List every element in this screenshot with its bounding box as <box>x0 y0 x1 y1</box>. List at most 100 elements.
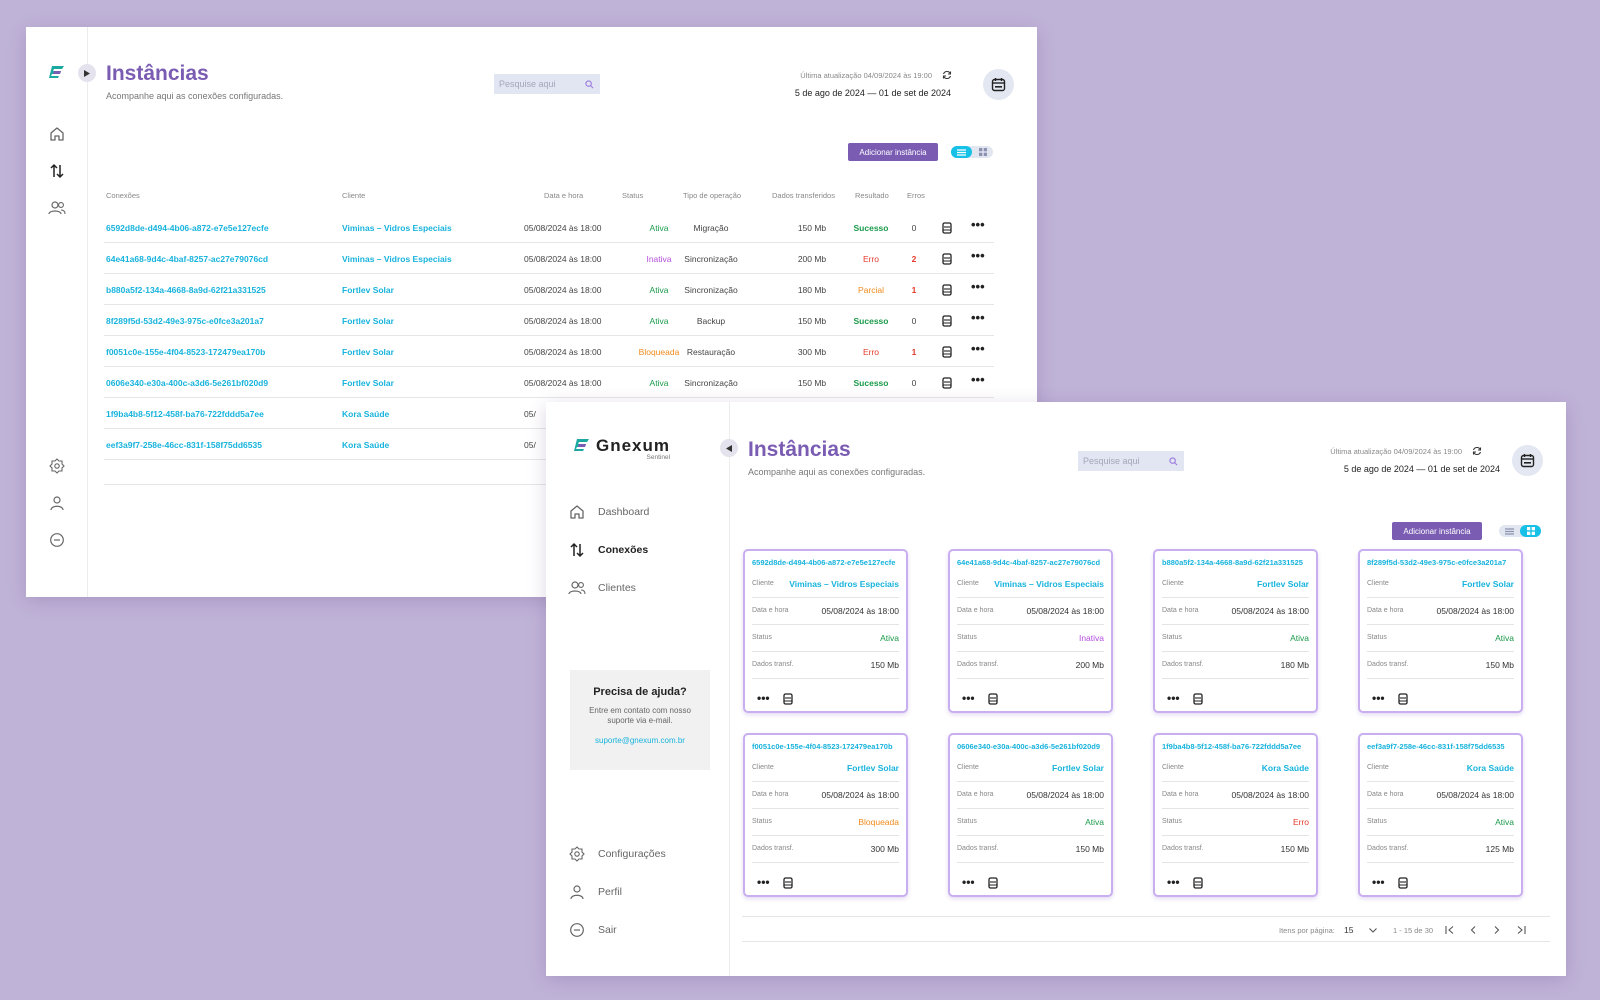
connection-id-link[interactable]: eef3a9f7-258e-46cc-831f-158f75dd6535 <box>1367 742 1505 751</box>
connection-id-link[interactable]: 1f9ba4b8-5f12-458f-ba76-722fddd5a7ee <box>106 409 264 419</box>
database-icon[interactable] <box>941 221 953 234</box>
card-client-value[interactable]: Fortlev Solar <box>1052 763 1104 773</box>
connection-id-link[interactable]: 8f289f5d-53d2-49e3-975c-e0fce3a201a7 <box>1367 558 1507 567</box>
refresh-icon[interactable] <box>942 70 952 80</box>
more-icon[interactable]: ••• <box>971 279 985 294</box>
client-link[interactable]: Viminas – Vidros Especiais <box>342 254 452 264</box>
instance-card[interactable]: 1f9ba4b8-5f12-458f-ba76-722fddd5a7ee Cli… <box>1153 733 1318 897</box>
database-icon[interactable] <box>987 692 999 705</box>
table-row[interactable]: 64e41a68-9d4c-4baf-8257-ac27e79076cd Vimi… <box>104 243 994 274</box>
client-link[interactable]: Viminas – Vidros Especiais <box>342 223 452 233</box>
connection-id-link[interactable]: 6592d8de-d494-4b06-a872-e7e5e127ecfe <box>106 223 269 233</box>
client-link[interactable]: Fortlev Solar <box>342 285 394 295</box>
connection-id-link[interactable]: 64e41a68-9d4c-4baf-8257-ac27e79076cd <box>106 254 269 264</box>
database-icon[interactable] <box>782 876 794 889</box>
client-link[interactable]: Fortlev Solar <box>342 347 394 357</box>
more-icon[interactable]: ••• <box>971 217 985 232</box>
database-icon[interactable] <box>1397 692 1409 705</box>
users-icon[interactable] <box>48 199 66 217</box>
instance-card[interactable]: 8f289f5d-53d2-49e3-975c-e0fce3a201a7 Cli… <box>1358 549 1523 713</box>
grid-view-toggle[interactable] <box>972 146 993 158</box>
search-icon[interactable] <box>585 79 594 89</box>
table-row[interactable]: 6592d8de-d494-4b06-a872-e7e5e127ecfe Vimi… <box>104 212 994 243</box>
previous-page-button[interactable] <box>1466 923 1480 937</box>
more-icon[interactable]: ••• <box>971 310 985 325</box>
connection-id-link[interactable]: eef3a9f7-258e-46cc-831f-158f75dd6535 <box>106 440 262 450</box>
more-icon[interactable]: ••• <box>757 691 770 705</box>
more-icon[interactable]: ••• <box>1167 691 1180 705</box>
instance-card[interactable]: eef3a9f7-258e-46cc-831f-158f75dd6535 Cli… <box>1358 733 1523 897</box>
nav-item-dashboard[interactable]: Dashboard <box>568 503 649 521</box>
logout-icon[interactable] <box>48 531 66 549</box>
table-row[interactable]: f0051c0e-155e-4f04-8523-172479ea170b Fort… <box>104 336 994 367</box>
connection-id-link[interactable]: 0606e340-e30a-400c-a3d6-5e261bf020d9 <box>106 378 269 388</box>
database-icon[interactable] <box>941 314 953 327</box>
client-link[interactable]: Fortlev Solar <box>342 316 394 326</box>
items-per-page-value[interactable]: 15 <box>1344 925 1354 935</box>
database-icon[interactable] <box>1192 876 1204 889</box>
transfer-icon[interactable] <box>48 162 66 180</box>
card-client-value[interactable]: Viminas – Vidros Especiais <box>789 579 899 589</box>
last-page-button[interactable] <box>1514 923 1528 937</box>
database-icon[interactable] <box>782 692 794 705</box>
database-icon[interactable] <box>941 376 953 389</box>
table-row[interactable]: 0606e340-e30a-400c-a3d6-5e261bf020d9 Fort… <box>104 367 994 398</box>
support-email-link[interactable]: suporte@gnexum.com.br <box>595 736 685 745</box>
card-client-value[interactable]: Fortlev Solar <box>847 763 899 773</box>
more-icon[interactable]: ••• <box>971 248 985 263</box>
more-icon[interactable]: ••• <box>757 875 770 889</box>
database-icon[interactable] <box>987 876 999 889</box>
connection-id-link[interactable]: b880a5f2-134a-4668-8a9d-62f21a331525 <box>106 285 266 295</box>
user-icon[interactable] <box>48 494 66 512</box>
instance-card[interactable]: 0606e340-e30a-400c-a3d6-5e261bf020d9 Cli… <box>948 733 1113 897</box>
instance-card[interactable]: b880a5f2-134a-4668-8a9d-62f21a331525 Cli… <box>1153 549 1318 713</box>
instance-card[interactable]: f0051c0e-155e-4f04-8523-172479ea170b Cli… <box>743 733 908 897</box>
database-icon[interactable] <box>1397 876 1409 889</box>
database-icon[interactable] <box>941 345 953 358</box>
database-icon[interactable] <box>1192 692 1204 705</box>
nav-item-clients[interactable]: Clientes <box>568 579 636 597</box>
more-icon[interactable]: ••• <box>1167 875 1180 889</box>
connection-id-link[interactable]: b880a5f2-134a-4668-8a9d-62f21a331525 <box>1162 558 1303 567</box>
search-input[interactable] <box>1083 456 1169 466</box>
nav-item-logout[interactable]: Sair <box>568 921 617 939</box>
connection-id-link[interactable]: 1f9ba4b8-5f12-458f-ba76-722fddd5a7ee <box>1162 742 1302 751</box>
instance-card[interactable]: 64e41a68-9d4c-4baf-8257-ac27e79076cd Cli… <box>948 549 1113 713</box>
connection-id-link[interactable]: 8f289f5d-53d2-49e3-975c-e0fce3a201a7 <box>106 316 264 326</box>
database-icon[interactable] <box>941 283 953 296</box>
card-client-value[interactable]: Fortlev Solar <box>1257 579 1309 589</box>
client-link[interactable]: Kora Saúde <box>342 440 390 450</box>
client-link[interactable]: Fortlev Solar <box>342 378 394 388</box>
connection-id-link[interactable]: f0051c0e-155e-4f04-8523-172479ea170b <box>106 347 266 357</box>
gear-icon[interactable] <box>48 457 66 475</box>
more-icon[interactable]: ••• <box>1372 875 1385 889</box>
more-icon[interactable]: ••• <box>971 341 985 356</box>
home-icon[interactable] <box>48 125 66 143</box>
connection-id-link[interactable]: 64e41a68-9d4c-4baf-8257-ac27e79076cd <box>957 558 1101 567</box>
calendar-button[interactable] <box>1512 445 1543 476</box>
add-instance-button[interactable]: Adicionar instância <box>1392 522 1482 540</box>
card-client-value[interactable]: Kora Saúde <box>1466 763 1514 773</box>
list-view-toggle[interactable] <box>951 146 972 158</box>
instance-card[interactable]: 6592d8de-d494-4b06-a872-e7e5e127ecfe Cli… <box>743 549 908 713</box>
items-per-page-dropdown[interactable] <box>1366 923 1380 937</box>
nav-item-profile[interactable]: Perfil <box>568 883 622 901</box>
client-link[interactable]: Kora Saúde <box>342 409 390 419</box>
more-icon[interactable]: ••• <box>962 875 975 889</box>
more-icon[interactable]: ••• <box>962 691 975 705</box>
first-page-button[interactable] <box>1442 923 1456 937</box>
next-page-button[interactable] <box>1490 923 1504 937</box>
connection-id-link[interactable]: 6592d8de-d494-4b06-a872-e7e5e127ecfe <box>752 558 896 567</box>
table-row[interactable]: 8f289f5d-53d2-49e3-975c-e0fce3a201a7 Fort… <box>104 305 994 336</box>
nav-item-settings[interactable]: Configurações <box>568 845 666 863</box>
more-icon[interactable]: ••• <box>971 372 985 387</box>
collapse-sidebar-button[interactable] <box>720 439 738 457</box>
search-icon[interactable] <box>1169 456 1178 466</box>
expand-sidebar-button[interactable] <box>78 64 96 82</box>
grid-view-toggle[interactable] <box>1520 525 1541 537</box>
connection-id-link[interactable]: 0606e340-e30a-400c-a3d6-5e261bf020d9 <box>957 742 1101 751</box>
database-icon[interactable] <box>941 252 953 265</box>
refresh-icon[interactable] <box>1472 446 1482 456</box>
connection-id-link[interactable]: f0051c0e-155e-4f04-8523-172479ea170b <box>752 742 893 751</box>
list-view-toggle[interactable] <box>1499 525 1520 537</box>
